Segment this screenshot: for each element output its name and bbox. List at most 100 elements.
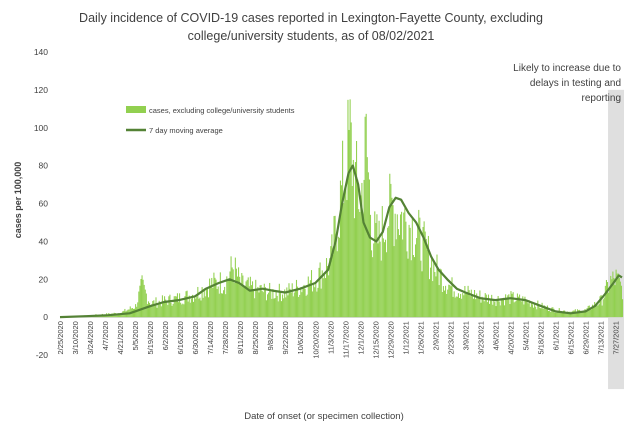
daily-case-bar — [415, 244, 416, 317]
daily-case-bar — [336, 234, 337, 317]
daily-case-bar — [539, 308, 540, 317]
daily-case-bar — [144, 285, 145, 317]
daily-case-bar — [317, 288, 318, 317]
daily-case-bar — [173, 304, 174, 317]
daily-case-bar — [534, 304, 535, 318]
daily-case-bar — [262, 291, 263, 317]
daily-case-bar — [228, 279, 229, 317]
daily-case-bar — [472, 295, 473, 317]
daily-case-bar — [561, 313, 562, 317]
daily-case-bar — [616, 270, 617, 317]
daily-case-bar — [365, 117, 366, 317]
daily-case-bar — [423, 227, 424, 317]
daily-case-bar — [595, 306, 596, 317]
daily-case-bar — [392, 205, 393, 317]
daily-case-bar — [536, 309, 537, 317]
daily-case-bar — [324, 275, 325, 317]
daily-case-bar — [273, 299, 274, 318]
daily-case-bar — [142, 275, 143, 317]
y-tick-label: 0 — [43, 312, 48, 322]
daily-case-bar — [231, 256, 232, 317]
daily-case-bar — [432, 281, 433, 317]
daily-case-bar — [183, 304, 184, 317]
daily-case-bar — [397, 214, 398, 317]
x-tick-label: 6/29/2021 — [582, 321, 591, 354]
daily-case-bar — [201, 300, 202, 317]
daily-case-bar — [291, 293, 292, 318]
y-tick-label: 120 — [34, 85, 48, 95]
daily-case-bar — [213, 273, 214, 317]
x-tick-label: 10/6/2020 — [296, 321, 305, 354]
daily-case-bar — [233, 269, 234, 317]
daily-case-bar — [301, 292, 302, 317]
daily-case-bar — [590, 309, 591, 317]
daily-case-bar — [454, 291, 455, 317]
daily-case-bar — [299, 295, 300, 317]
daily-case-bar — [267, 294, 268, 317]
daily-case-bar — [459, 298, 460, 317]
daily-case-bar — [222, 294, 223, 318]
daily-case-bar — [369, 180, 370, 318]
reporting-delay-note: delays in testing and — [530, 78, 621, 89]
daily-case-bar — [225, 294, 226, 317]
daily-case-bar — [187, 291, 188, 317]
daily-case-bar — [161, 306, 162, 317]
x-tick-label: 6/2/2020 — [161, 321, 170, 350]
daily-case-bar — [205, 296, 206, 317]
daily-case-bar — [383, 238, 384, 317]
daily-case-bar — [589, 306, 590, 318]
daily-case-bar — [581, 312, 582, 317]
daily-case-bar — [148, 301, 149, 317]
daily-case-bar — [194, 297, 195, 318]
daily-case-bar — [149, 303, 150, 317]
daily-case-bar — [232, 267, 233, 317]
x-tick-label: 3/24/2020 — [86, 321, 95, 354]
daily-case-bar — [618, 273, 619, 317]
x-tick-label: 9/8/2020 — [266, 321, 275, 350]
daily-case-bar — [598, 304, 599, 317]
daily-case-bar — [207, 288, 208, 317]
daily-case-bar — [391, 198, 392, 317]
x-tick-label: 2/25/2020 — [56, 321, 65, 354]
x-tick-label: 7/14/2020 — [206, 321, 215, 354]
x-tick-label: 7/27/2021 — [612, 321, 621, 354]
daily-case-bar — [306, 296, 307, 317]
daily-case-bar — [287, 295, 288, 317]
daily-case-bar — [420, 261, 421, 317]
daily-case-bar — [321, 289, 322, 317]
daily-case-bar — [152, 301, 153, 317]
daily-case-bar — [475, 299, 476, 317]
daily-case-bar — [199, 298, 200, 317]
daily-case-bar — [395, 214, 396, 317]
daily-case-bar — [292, 283, 293, 317]
y-tick-label: 80 — [39, 161, 49, 171]
daily-case-bar — [157, 308, 158, 317]
x-tick-label: 12/15/2020 — [371, 321, 380, 359]
daily-case-bar — [503, 298, 504, 317]
daily-case-bar — [385, 240, 386, 317]
daily-case-bar — [256, 289, 257, 317]
daily-case-bar — [143, 280, 144, 317]
daily-case-bar — [381, 261, 382, 318]
daily-case-bar — [227, 279, 228, 317]
x-tick-label: 4/20/2021 — [506, 321, 515, 354]
daily-case-bar — [510, 291, 511, 317]
daily-case-bar — [406, 251, 407, 317]
daily-case-bar — [223, 290, 224, 317]
daily-case-bar — [516, 300, 517, 317]
x-tick-label: 9/22/2020 — [281, 321, 290, 354]
daily-case-bar — [382, 206, 383, 317]
daily-case-bar — [140, 279, 141, 317]
daily-case-bar — [338, 237, 339, 317]
daily-case-bar — [413, 255, 414, 317]
daily-case-bar — [295, 291, 296, 317]
chart-title-line2: college/university students, as of 08/02… — [188, 29, 435, 43]
daily-case-bar — [482, 297, 483, 317]
daily-case-bar — [535, 307, 536, 317]
daily-case-bar — [154, 305, 155, 317]
daily-case-bar — [372, 257, 373, 317]
daily-case-bar — [519, 295, 520, 318]
daily-case-bar — [523, 304, 524, 317]
daily-case-bar — [491, 295, 492, 317]
daily-case-bar — [449, 285, 450, 317]
